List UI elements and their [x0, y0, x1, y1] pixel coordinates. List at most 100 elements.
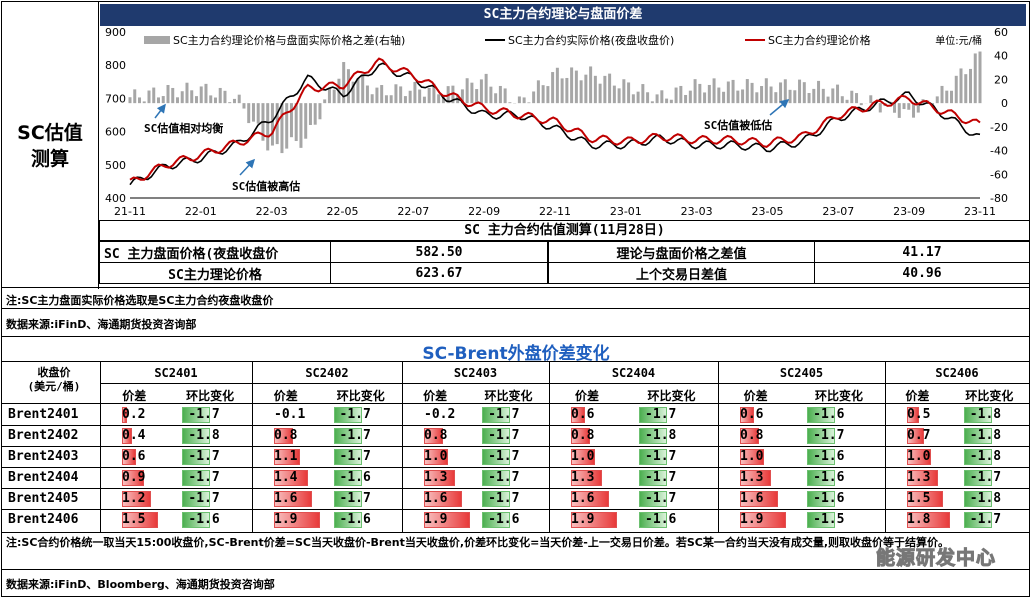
- change-value: -1.7: [488, 491, 520, 506]
- diff-bar: [527, 102, 531, 104]
- diff-bar: [750, 82, 754, 104]
- spread-value: 0.8: [740, 428, 764, 443]
- diff-bar: [218, 87, 222, 104]
- valuation-divider-h: [99, 262, 1030, 263]
- brent-row-divider: [1, 467, 1030, 468]
- spread-bar: [274, 512, 320, 528]
- side-label-line-1: SC估值: [17, 121, 83, 144]
- diff-bar: [954, 75, 958, 104]
- spread-value: 1.6: [571, 491, 595, 506]
- diff-bar: [912, 103, 916, 118]
- diff-bar: [294, 103, 298, 142]
- valuation-divider-v3: [814, 241, 815, 284]
- contract-header: SC2403: [453, 366, 498, 380]
- y-left-tick-label: 400: [105, 192, 126, 205]
- diff-bar: [707, 84, 711, 104]
- diff-bar: [318, 103, 322, 120]
- change-subheader: 环比变化: [647, 389, 696, 403]
- diff-bar: [793, 90, 797, 104]
- y-right-tick-label: 20: [994, 73, 1008, 86]
- diff-bar: [589, 66, 593, 104]
- diff-bar: [285, 103, 289, 149]
- diff-bar: [489, 86, 493, 104]
- spread-value: 0.9: [122, 470, 146, 485]
- change-value: -1.7: [813, 428, 845, 443]
- diff-bar: [783, 79, 787, 104]
- diff-bar: [142, 101, 146, 104]
- diff-bar: [365, 85, 369, 104]
- brent-row-label: Brent2404: [8, 470, 79, 485]
- diff-bar: [826, 96, 830, 104]
- change-value: -1.7: [488, 407, 520, 422]
- diff-bar: [508, 102, 512, 104]
- change-bar: [182, 449, 211, 465]
- change-value: -1.7: [339, 491, 371, 506]
- source-1: 数据来源:iFinD、海通期货投资咨询部: [6, 318, 197, 331]
- brent-title: SC-Brent外盘价差变化: [422, 344, 610, 364]
- diff-bar: [579, 80, 583, 104]
- diff-bar: [593, 75, 597, 104]
- brent-row-divider: [100, 383, 1030, 384]
- diff-bar: [156, 97, 160, 104]
- diff-bar: [137, 97, 141, 104]
- x-tick-label: 23-05: [752, 205, 784, 218]
- diff-bar: [859, 103, 863, 106]
- legend-unit: 单位:元/桶: [935, 34, 982, 47]
- diff-bar: [774, 92, 778, 104]
- diff-bar: [351, 81, 355, 104]
- diff-bar: [475, 89, 479, 104]
- diff-bar: [603, 75, 607, 104]
- contract-header: SC2401: [154, 366, 198, 380]
- diff-bar: [907, 103, 911, 110]
- diff-bar: [598, 83, 602, 104]
- diff-bar: [736, 90, 740, 104]
- diff-bar: [389, 95, 393, 104]
- change-value: -1.7: [488, 449, 520, 464]
- change-value: -1.7: [488, 428, 520, 443]
- brent-row-label: Brent2405: [8, 491, 79, 506]
- change-bar: [807, 512, 836, 528]
- contract-header: SC2406: [935, 366, 979, 380]
- x-tick-label: 23-11: [964, 205, 996, 218]
- value-market-price: 582.50: [415, 244, 463, 260]
- spread-value: 0.8: [571, 428, 595, 443]
- y-left-tick-label: 600: [105, 126, 126, 139]
- change-bar: [482, 470, 511, 486]
- diff-bar: [408, 90, 412, 104]
- diff-bar: [470, 82, 474, 104]
- diff-bar: [427, 87, 431, 104]
- spread-value: 1.9: [274, 512, 298, 527]
- diff-bar: [289, 103, 293, 138]
- spread-value: 1.4: [274, 470, 298, 485]
- change-bar: [482, 449, 511, 465]
- diff-bar: [418, 89, 422, 104]
- diff-bar: [313, 103, 317, 125]
- diff-bar: [565, 77, 569, 104]
- diff-bar: [698, 83, 702, 104]
- diff-bar: [551, 72, 555, 104]
- diff-bar: [641, 84, 645, 104]
- change-bar: [807, 449, 836, 465]
- change-value: -1.7: [188, 470, 220, 485]
- diff-bar: [494, 93, 498, 104]
- diff-bar: [940, 85, 944, 104]
- diff-bar: [831, 88, 835, 104]
- brent-row-label: Brent2401: [8, 407, 79, 422]
- change-value: -1.6: [488, 512, 520, 527]
- diff-bar: [161, 96, 165, 104]
- diff-bar: [356, 78, 360, 104]
- diff-bar: [242, 103, 246, 109]
- spread-subheader: 价差: [122, 389, 147, 403]
- change-bar: [807, 407, 836, 423]
- change-bar: [963, 428, 992, 444]
- diff-bar: [332, 89, 336, 104]
- diff-bar: [342, 62, 346, 104]
- diff-bar: [622, 79, 626, 104]
- change-value: -1.7: [645, 407, 677, 422]
- value-theory-price: 623.67: [415, 265, 463, 281]
- spread-bar: [424, 449, 448, 465]
- change-value: -1.6: [813, 491, 845, 506]
- x-tick-label: 22-01: [185, 205, 217, 218]
- diff-bar: [608, 73, 612, 104]
